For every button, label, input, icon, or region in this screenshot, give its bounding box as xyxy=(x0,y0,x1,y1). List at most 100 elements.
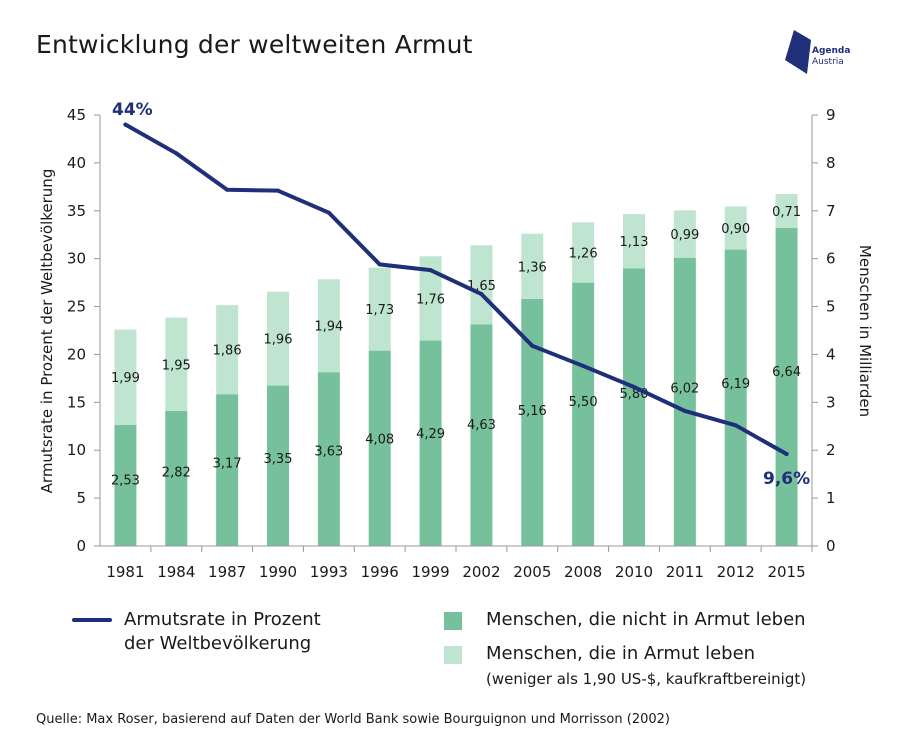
agenda-austria-logo-icon xyxy=(785,30,811,74)
right-tick-label-6: 6 xyxy=(826,250,836,268)
poverty-rate-point-2012 xyxy=(733,423,738,428)
bar-not-poor-2012 xyxy=(724,249,747,546)
right-tick-label-2: 2 xyxy=(826,441,836,459)
left-tick-label-15: 15 xyxy=(67,393,86,411)
data-label-poor-1993: 1,94 xyxy=(314,320,343,335)
right-tick-label-4: 4 xyxy=(826,345,836,363)
left-tick-label-45: 45 xyxy=(67,106,86,124)
x-tick-label-1999: 1999 xyxy=(411,563,449,581)
data-label-poor-2010: 1,13 xyxy=(620,235,649,250)
data-label-poor-2008: 1,26 xyxy=(569,246,598,261)
poverty-rate-point-2008 xyxy=(581,363,586,368)
left-tick-label-30: 30 xyxy=(67,250,86,268)
data-label-not-poor-2002: 4,63 xyxy=(467,418,496,433)
bar-poor-2012 xyxy=(724,206,747,250)
poverty-rate-point-1993 xyxy=(326,210,331,215)
agenda-austria-logo: Agenda Austria xyxy=(785,30,865,78)
bar-poor-2002 xyxy=(470,245,493,325)
bar-poor-1987 xyxy=(216,305,239,395)
annotation-last-value: 9,6% xyxy=(763,469,810,489)
right-axis-label: Menschen in Milliarden xyxy=(856,245,874,417)
poverty-rate-point-2015 xyxy=(784,452,789,457)
x-tick-label-2002: 2002 xyxy=(462,563,500,581)
x-tick-label-1990: 1990 xyxy=(259,563,297,581)
left-axis-label: Armutsrate in Prozent der Weltbevölkerun… xyxy=(38,169,56,494)
data-label-poor-1981: 1,99 xyxy=(111,371,140,386)
bar-poor-2008 xyxy=(572,222,595,283)
logo-text-line2: Austria xyxy=(812,57,844,67)
bar-not-poor-1981 xyxy=(114,424,137,546)
legend-line-swatch xyxy=(72,618,112,622)
data-label-not-poor-1993: 3,63 xyxy=(314,444,343,459)
left-tick-label-10: 10 xyxy=(67,441,86,459)
right-tick-label-9: 9 xyxy=(826,106,836,124)
left-tick-label-20: 20 xyxy=(67,345,86,363)
data-label-not-poor-1987: 3,17 xyxy=(213,457,242,472)
bar-not-poor-2015 xyxy=(775,228,798,547)
data-label-not-poor-1984: 2,82 xyxy=(162,466,191,481)
chart-canvas: 2,53 1,99 2,82 1,95 3,17 1,86 3,35 1,96 3,63 1,94… xyxy=(38,100,874,581)
data-label-not-poor-2008: 5,50 xyxy=(569,395,598,410)
x-tick-label-1987: 1987 xyxy=(208,563,246,581)
legend-label-poor: Menschen, die in Armut leben xyxy=(486,643,756,664)
bar-not-poor-1999 xyxy=(419,340,442,546)
bar-not-poor-2011 xyxy=(673,257,696,546)
right-tick-label-7: 7 xyxy=(826,202,836,220)
data-label-poor-2015: 0,71 xyxy=(772,205,801,220)
bar-poor-1984 xyxy=(165,317,188,411)
bar-not-poor-1987 xyxy=(216,394,239,546)
axes-layer: 1981 1984 1987 1990 1993 1996 1999 2002 2005 2008… xyxy=(67,106,836,581)
poverty-rate-point-2011 xyxy=(682,408,687,413)
x-tick-label-2011: 2011 xyxy=(666,563,704,581)
poverty-rate-point-2002 xyxy=(479,292,484,297)
poverty-rate-point-2005 xyxy=(530,343,535,348)
left-tick-label-35: 35 xyxy=(67,202,86,220)
right-tick-label-8: 8 xyxy=(826,154,836,172)
data-label-not-poor-2010: 5,80 xyxy=(620,387,649,402)
data-label-not-poor-2012: 6,19 xyxy=(721,377,750,392)
x-tick-label-1993: 1993 xyxy=(310,563,348,581)
annotation-first-value: 44% xyxy=(112,100,153,120)
logo-text-line1: Agenda xyxy=(812,46,851,56)
bar-poor-1981 xyxy=(114,329,137,425)
data-label-not-poor-2011: 6,02 xyxy=(670,381,699,396)
bar-not-poor-1993 xyxy=(317,372,340,546)
poverty-rate-line xyxy=(123,122,789,457)
left-tick-label-40: 40 xyxy=(67,154,86,172)
left-tick-label-25: 25 xyxy=(67,298,86,316)
poverty-rate-point-1996 xyxy=(377,262,382,267)
poverty-rate-point-1984 xyxy=(174,151,179,156)
right-tick-label-5: 5 xyxy=(826,298,836,316)
x-tick-label-2012: 2012 xyxy=(717,563,755,581)
x-tick-label-1996: 1996 xyxy=(361,563,399,581)
data-label-poor-1984: 1,95 xyxy=(162,358,191,373)
bar-not-poor-1996 xyxy=(368,350,391,546)
bar-not-poor-1990 xyxy=(267,385,289,546)
x-tick-label-2015: 2015 xyxy=(767,563,805,581)
bar-not-poor-1984 xyxy=(165,410,188,546)
x-tick-label-1984: 1984 xyxy=(157,563,195,581)
bar-poor-1993 xyxy=(317,279,340,373)
legend-note-poor: (weniger als 1,90 US-$, kaufkraftbereini… xyxy=(486,670,807,688)
legend-label-poverty-rate-line2: der Weltbevölkerung xyxy=(124,633,312,654)
bar-not-poor-2008 xyxy=(572,282,595,546)
data-label-not-poor-2005: 5,16 xyxy=(518,404,547,419)
poverty-rate-point-1999 xyxy=(428,268,433,273)
x-tick-label-2010: 2010 xyxy=(615,563,653,581)
x-tick-label-2008: 2008 xyxy=(564,563,602,581)
legend-label-not-poor: Menschen, die nicht in Armut leben xyxy=(486,609,806,630)
poverty-rate-point-1981 xyxy=(123,122,128,127)
bar-poor-2010 xyxy=(623,214,645,269)
data-label-poor-1996: 1,73 xyxy=(365,303,394,318)
data-label-poor-1999: 1,76 xyxy=(416,292,445,307)
bars-layer: 2,53 1,99 2,82 1,95 3,17 1,86 3,35 1,96 3,63 1,94… xyxy=(111,194,801,547)
legend-label-poverty-rate: Armutsrate in Prozent der Weltbevölkerun… xyxy=(124,608,321,656)
data-label-poor-1990: 1,96 xyxy=(264,333,293,348)
poverty-rate-point-2010 xyxy=(632,385,636,390)
legend-label-poverty-rate-line1: Armutsrate in Prozent xyxy=(124,609,321,630)
chart-title: Entwicklung der weltweiten Armut xyxy=(36,30,473,59)
data-label-poor-1987: 1,86 xyxy=(213,344,242,359)
data-label-not-poor-1996: 4,08 xyxy=(365,433,394,448)
right-tick-label-0: 0 xyxy=(826,537,836,555)
bar-poor-1990 xyxy=(267,291,289,386)
